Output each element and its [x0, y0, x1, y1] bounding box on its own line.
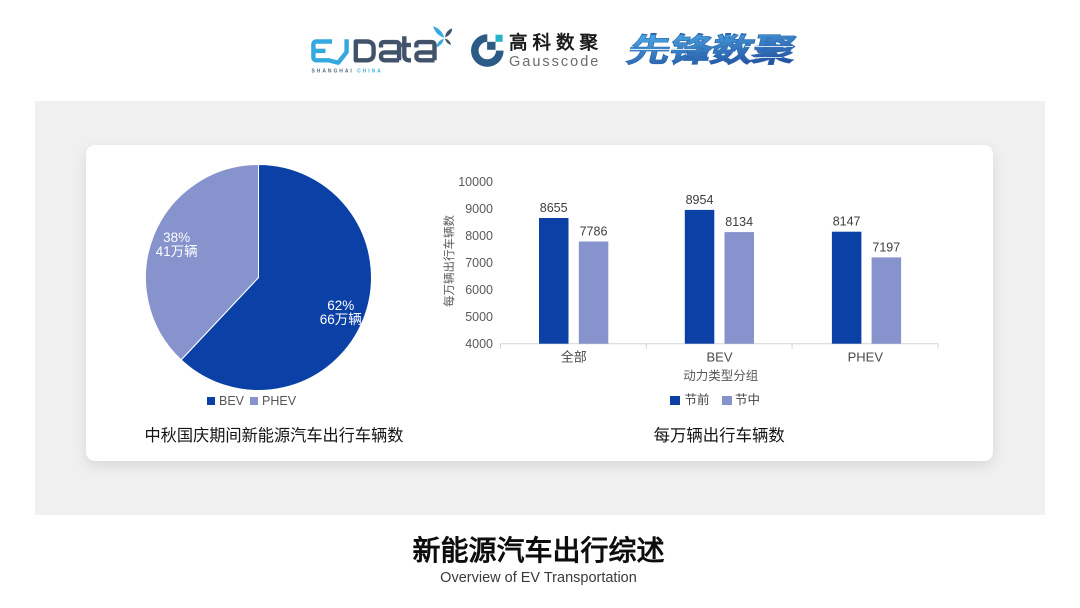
- svg-text:BEV: BEV: [706, 350, 732, 365]
- svg-text:7197: 7197: [872, 240, 900, 254]
- svg-text:6000: 6000: [465, 283, 493, 297]
- svg-text:每万辆出行车辆数: 每万辆出行车辆数: [442, 215, 456, 307]
- svg-text:7000: 7000: [465, 256, 493, 270]
- svg-text:8134: 8134: [725, 215, 753, 229]
- svg-text:4000: 4000: [465, 337, 493, 351]
- svg-text:10000: 10000: [458, 175, 493, 189]
- svg-text:动力类型分组: 动力类型分组: [683, 369, 758, 383]
- svg-text:8655: 8655: [540, 201, 568, 215]
- svg-text:8000: 8000: [465, 229, 493, 243]
- svg-text:全部: 全部: [561, 350, 587, 365]
- svg-text:9000: 9000: [465, 202, 493, 216]
- svg-text:7786: 7786: [580, 225, 608, 239]
- svg-text:PHEV: PHEV: [848, 350, 884, 365]
- svg-text:8954: 8954: [686, 193, 714, 207]
- svg-text:8147: 8147: [833, 215, 861, 229]
- svg-text:5000: 5000: [465, 310, 493, 324]
- svg-text:SHANGHAI CHINA: SHANGHAI CHINA: [312, 69, 383, 75]
